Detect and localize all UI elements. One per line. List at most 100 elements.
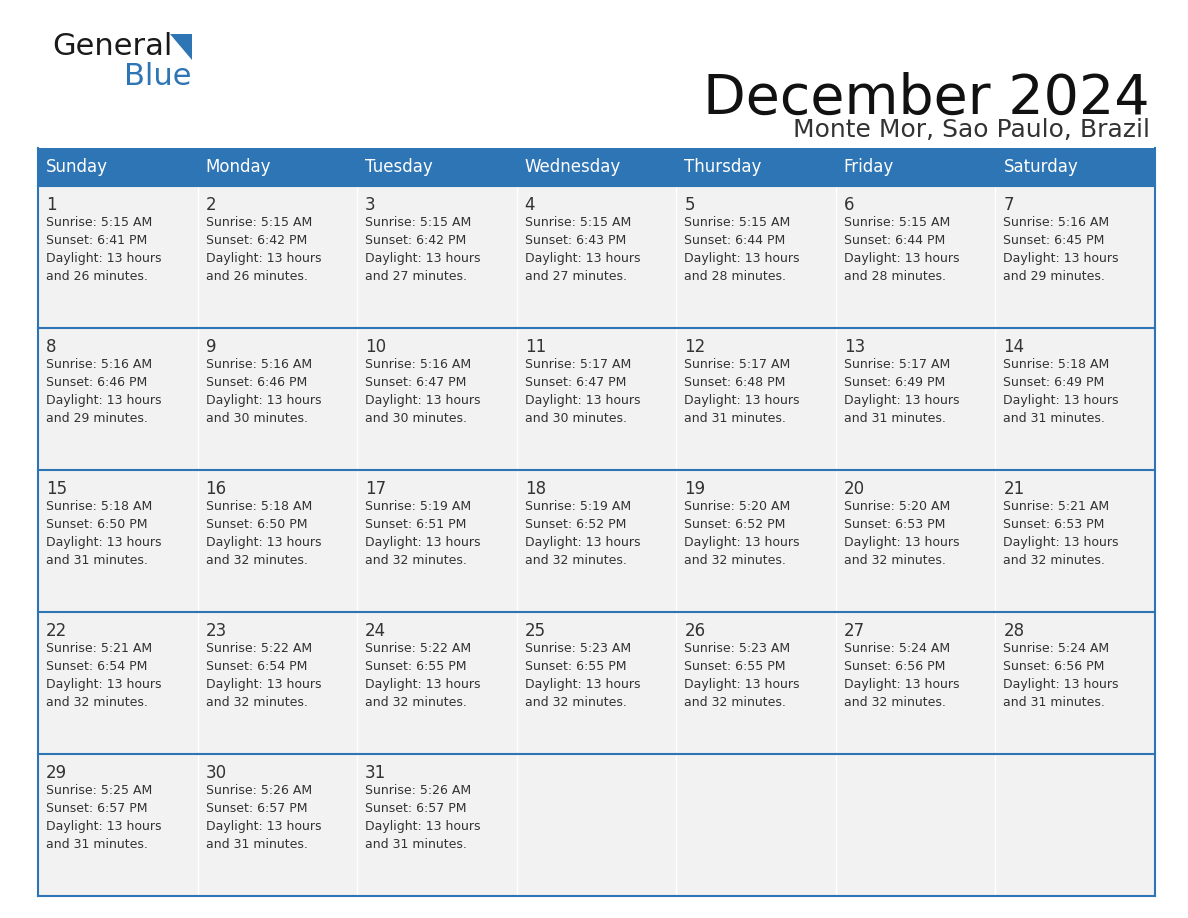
Text: Sunset: 6:54 PM: Sunset: 6:54 PM bbox=[206, 660, 307, 673]
Text: Sunset: 6:46 PM: Sunset: 6:46 PM bbox=[206, 376, 307, 389]
Text: Sunrise: 5:15 AM: Sunrise: 5:15 AM bbox=[206, 216, 311, 229]
Bar bbox=[996, 470, 1155, 612]
Text: 15: 15 bbox=[46, 480, 68, 498]
Text: Sunset: 6:50 PM: Sunset: 6:50 PM bbox=[206, 518, 307, 531]
Bar bbox=[996, 328, 1155, 470]
Bar bbox=[836, 470, 996, 612]
Text: Sunrise: 5:23 AM: Sunrise: 5:23 AM bbox=[684, 642, 790, 655]
Text: 25: 25 bbox=[525, 622, 545, 640]
Text: Sunrise: 5:23 AM: Sunrise: 5:23 AM bbox=[525, 642, 631, 655]
Text: Sunrise: 5:15 AM: Sunrise: 5:15 AM bbox=[46, 216, 152, 229]
Text: Daylight: 13 hours: Daylight: 13 hours bbox=[46, 536, 162, 549]
Text: and 32 minutes.: and 32 minutes. bbox=[684, 696, 786, 709]
Text: 16: 16 bbox=[206, 480, 227, 498]
Text: 11: 11 bbox=[525, 338, 546, 356]
Text: Sunrise: 5:18 AM: Sunrise: 5:18 AM bbox=[46, 500, 152, 513]
Text: Daylight: 13 hours: Daylight: 13 hours bbox=[365, 536, 481, 549]
Text: Daylight: 13 hours: Daylight: 13 hours bbox=[843, 536, 960, 549]
Bar bbox=[197, 754, 358, 896]
Text: Daylight: 13 hours: Daylight: 13 hours bbox=[206, 252, 321, 265]
Text: Sunrise: 5:22 AM: Sunrise: 5:22 AM bbox=[206, 642, 311, 655]
Text: Daylight: 13 hours: Daylight: 13 hours bbox=[365, 678, 481, 691]
Text: 29: 29 bbox=[46, 764, 68, 782]
Bar bbox=[996, 612, 1155, 754]
Text: and 28 minutes.: and 28 minutes. bbox=[843, 270, 946, 283]
Bar bbox=[836, 754, 996, 896]
Bar bbox=[38, 612, 197, 754]
Bar bbox=[996, 754, 1155, 896]
Text: 19: 19 bbox=[684, 480, 706, 498]
Text: Daylight: 13 hours: Daylight: 13 hours bbox=[206, 536, 321, 549]
Bar bbox=[836, 186, 996, 328]
Text: 28: 28 bbox=[1004, 622, 1024, 640]
Text: General: General bbox=[52, 32, 172, 61]
Bar bbox=[836, 148, 996, 186]
Text: 17: 17 bbox=[365, 480, 386, 498]
Text: and 32 minutes.: and 32 minutes. bbox=[365, 554, 467, 567]
Text: Sunset: 6:55 PM: Sunset: 6:55 PM bbox=[365, 660, 467, 673]
Bar bbox=[517, 754, 676, 896]
Bar bbox=[38, 328, 197, 470]
Text: 4: 4 bbox=[525, 196, 536, 214]
Text: Sunrise: 5:26 AM: Sunrise: 5:26 AM bbox=[206, 784, 311, 797]
Bar bbox=[358, 754, 517, 896]
Text: Sunrise: 5:22 AM: Sunrise: 5:22 AM bbox=[365, 642, 472, 655]
Bar bbox=[676, 754, 836, 896]
Text: 1: 1 bbox=[46, 196, 57, 214]
Text: Daylight: 13 hours: Daylight: 13 hours bbox=[684, 678, 800, 691]
Text: Sunrise: 5:21 AM: Sunrise: 5:21 AM bbox=[46, 642, 152, 655]
Text: Daylight: 13 hours: Daylight: 13 hours bbox=[365, 252, 481, 265]
Text: Sunrise: 5:25 AM: Sunrise: 5:25 AM bbox=[46, 784, 152, 797]
Text: Sunset: 6:57 PM: Sunset: 6:57 PM bbox=[206, 802, 307, 815]
Text: 9: 9 bbox=[206, 338, 216, 356]
Text: 26: 26 bbox=[684, 622, 706, 640]
Text: Sunset: 6:43 PM: Sunset: 6:43 PM bbox=[525, 234, 626, 247]
Text: and 29 minutes.: and 29 minutes. bbox=[1004, 270, 1105, 283]
Text: Sunset: 6:55 PM: Sunset: 6:55 PM bbox=[525, 660, 626, 673]
Text: and 32 minutes.: and 32 minutes. bbox=[206, 554, 308, 567]
Text: Sunrise: 5:19 AM: Sunrise: 5:19 AM bbox=[365, 500, 472, 513]
Text: Sunrise: 5:17 AM: Sunrise: 5:17 AM bbox=[843, 358, 950, 371]
Text: Sunrise: 5:18 AM: Sunrise: 5:18 AM bbox=[206, 500, 311, 513]
Text: Daylight: 13 hours: Daylight: 13 hours bbox=[206, 394, 321, 407]
Text: Sunset: 6:46 PM: Sunset: 6:46 PM bbox=[46, 376, 147, 389]
Text: Daylight: 13 hours: Daylight: 13 hours bbox=[525, 678, 640, 691]
Text: Sunset: 6:47 PM: Sunset: 6:47 PM bbox=[365, 376, 467, 389]
Text: and 31 minutes.: and 31 minutes. bbox=[46, 554, 147, 567]
Text: and 30 minutes.: and 30 minutes. bbox=[365, 412, 467, 425]
Text: Sunset: 6:54 PM: Sunset: 6:54 PM bbox=[46, 660, 147, 673]
Text: Daylight: 13 hours: Daylight: 13 hours bbox=[1004, 252, 1119, 265]
Text: 8: 8 bbox=[46, 338, 57, 356]
Text: Daylight: 13 hours: Daylight: 13 hours bbox=[843, 678, 960, 691]
Bar bbox=[358, 470, 517, 612]
Text: 21: 21 bbox=[1004, 480, 1025, 498]
Bar bbox=[38, 470, 197, 612]
Text: and 27 minutes.: and 27 minutes. bbox=[365, 270, 467, 283]
Text: and 31 minutes.: and 31 minutes. bbox=[843, 412, 946, 425]
Text: Sunrise: 5:24 AM: Sunrise: 5:24 AM bbox=[843, 642, 950, 655]
Text: and 31 minutes.: and 31 minutes. bbox=[206, 838, 308, 851]
Text: Sunset: 6:45 PM: Sunset: 6:45 PM bbox=[1004, 234, 1105, 247]
Text: 3: 3 bbox=[365, 196, 375, 214]
Text: Sunset: 6:44 PM: Sunset: 6:44 PM bbox=[843, 234, 946, 247]
Bar bbox=[197, 148, 358, 186]
Bar bbox=[517, 612, 676, 754]
Text: and 32 minutes.: and 32 minutes. bbox=[46, 696, 147, 709]
Bar bbox=[197, 612, 358, 754]
Text: Daylight: 13 hours: Daylight: 13 hours bbox=[46, 252, 162, 265]
Text: 5: 5 bbox=[684, 196, 695, 214]
Bar bbox=[197, 186, 358, 328]
Text: Daylight: 13 hours: Daylight: 13 hours bbox=[843, 394, 960, 407]
Text: and 32 minutes.: and 32 minutes. bbox=[206, 696, 308, 709]
Bar bbox=[517, 328, 676, 470]
Text: Daylight: 13 hours: Daylight: 13 hours bbox=[684, 252, 800, 265]
Bar bbox=[676, 470, 836, 612]
Text: Sunrise: 5:15 AM: Sunrise: 5:15 AM bbox=[365, 216, 472, 229]
Text: Sunrise: 5:19 AM: Sunrise: 5:19 AM bbox=[525, 500, 631, 513]
Text: Daylight: 13 hours: Daylight: 13 hours bbox=[206, 678, 321, 691]
Text: Sunrise: 5:16 AM: Sunrise: 5:16 AM bbox=[1004, 216, 1110, 229]
Text: 2: 2 bbox=[206, 196, 216, 214]
Text: 30: 30 bbox=[206, 764, 227, 782]
Text: and 26 minutes.: and 26 minutes. bbox=[46, 270, 147, 283]
Text: and 27 minutes.: and 27 minutes. bbox=[525, 270, 627, 283]
